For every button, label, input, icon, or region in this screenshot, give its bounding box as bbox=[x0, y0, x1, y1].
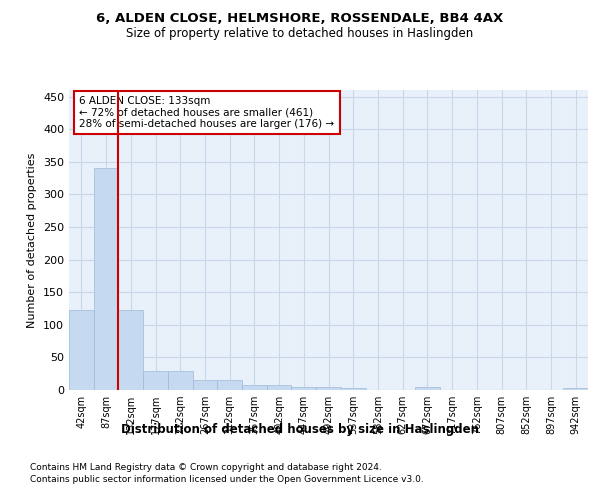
Bar bbox=[168, 371, 193, 390]
Bar bbox=[242, 385, 267, 390]
Bar bbox=[193, 380, 217, 390]
Text: Distribution of detached houses by size in Haslingden: Distribution of detached houses by size … bbox=[121, 422, 479, 436]
Bar bbox=[415, 388, 440, 390]
Bar bbox=[563, 388, 588, 390]
Text: Contains public sector information licensed under the Open Government Licence v3: Contains public sector information licen… bbox=[30, 475, 424, 484]
Bar bbox=[118, 310, 143, 390]
Bar bbox=[94, 168, 118, 390]
Bar bbox=[69, 310, 94, 390]
Y-axis label: Number of detached properties: Number of detached properties bbox=[28, 152, 37, 328]
Text: Contains HM Land Registry data © Crown copyright and database right 2024.: Contains HM Land Registry data © Crown c… bbox=[30, 462, 382, 471]
Bar bbox=[143, 371, 168, 390]
Text: 6, ALDEN CLOSE, HELMSHORE, ROSSENDALE, BB4 4AX: 6, ALDEN CLOSE, HELMSHORE, ROSSENDALE, B… bbox=[97, 12, 503, 26]
Bar bbox=[217, 380, 242, 390]
Text: Size of property relative to detached houses in Haslingden: Size of property relative to detached ho… bbox=[127, 28, 473, 40]
Bar bbox=[267, 386, 292, 390]
Bar bbox=[292, 386, 316, 390]
Bar bbox=[316, 386, 341, 390]
Bar bbox=[341, 388, 365, 390]
Text: 6 ALDEN CLOSE: 133sqm
← 72% of detached houses are smaller (461)
28% of semi-det: 6 ALDEN CLOSE: 133sqm ← 72% of detached … bbox=[79, 96, 335, 129]
